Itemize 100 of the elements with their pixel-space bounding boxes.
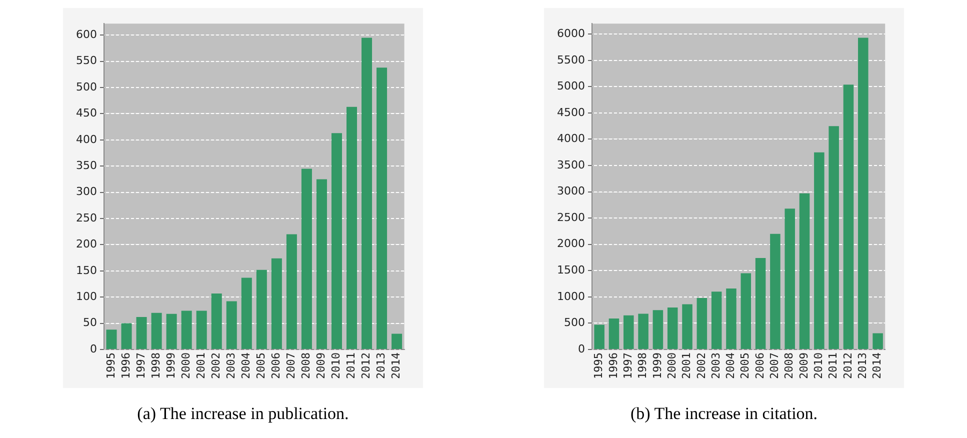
- bar: [226, 301, 237, 350]
- x-tick-label: 2009: [314, 352, 328, 380]
- bar: [106, 330, 117, 350]
- bar: [638, 314, 648, 350]
- x-tick-label: 2010: [330, 352, 343, 380]
- bar: [682, 304, 692, 350]
- bar: [196, 310, 207, 350]
- y-tick-label: 3000: [556, 184, 585, 198]
- bar: [843, 84, 854, 350]
- bar: [770, 234, 780, 350]
- x-tick-label: 2004: [240, 352, 253, 380]
- x-tick-label: 1997: [134, 352, 148, 380]
- bar: [624, 315, 634, 350]
- bar: [211, 293, 222, 350]
- y-tick-label: 450: [76, 106, 97, 120]
- x-tick-label: 2010: [812, 352, 826, 380]
- x-tick-label: 1997: [621, 352, 634, 380]
- x-tick-label: 1995: [592, 352, 606, 380]
- bar: [331, 133, 342, 350]
- y-tick-label: 600: [76, 28, 97, 41]
- bar: [828, 126, 839, 350]
- bar: [608, 318, 620, 350]
- x-tick-label: 2002: [694, 352, 708, 380]
- bar: [316, 179, 327, 350]
- y-tick-label: 5000: [556, 80, 585, 93]
- bar: [784, 208, 795, 350]
- x-tick-label: 2004: [724, 352, 738, 380]
- bar: [696, 298, 708, 350]
- bar: [872, 333, 883, 350]
- x-tick-label: 2005: [254, 352, 268, 380]
- y-tick-label: 6000: [556, 26, 585, 40]
- x-tick-label: 2000: [665, 352, 678, 380]
- x-tick-label: 2006: [753, 352, 766, 380]
- x-tick-label: 2012: [841, 352, 854, 380]
- bar: [362, 38, 372, 350]
- bar: [740, 273, 752, 350]
- bar: [286, 234, 297, 350]
- bar: [594, 324, 604, 350]
- x-tick-label: 1995: [104, 352, 118, 380]
- bar: [726, 288, 736, 350]
- x-tick-label: 2013: [374, 352, 388, 380]
- y-tick-label: 500: [76, 80, 97, 94]
- x-tick-label: 2002: [209, 352, 222, 380]
- x-tick-label: 1999: [650, 352, 664, 380]
- x-tick-label: 2000: [179, 352, 192, 380]
- x-tick-label: 2001: [680, 352, 694, 380]
- x-tick-label: 1996: [606, 352, 620, 380]
- y-tick-label: 300: [76, 185, 97, 198]
- x-tick-label: 2009: [797, 352, 810, 380]
- y-tick-label: 1000: [556, 290, 585, 303]
- y-tick-label: 500: [564, 316, 585, 330]
- x-tick-label: 1999: [164, 352, 178, 380]
- y-tick-label: 5500: [556, 53, 585, 66]
- bar: [814, 152, 824, 350]
- y-tick-label: 1500: [556, 264, 585, 277]
- bar: [301, 168, 312, 350]
- x-tick-label: 2003: [709, 352, 722, 380]
- x-tick-label: 1998: [636, 352, 650, 380]
- bar: [799, 193, 810, 350]
- y-tick-label: 2500: [556, 210, 585, 224]
- y-tick-label: 250: [76, 211, 97, 224]
- y-tick-label: 150: [76, 264, 97, 277]
- x-tick-label: 2003: [224, 352, 238, 380]
- x-tick-label: 2013: [856, 352, 870, 380]
- x-tick-label: 2008: [300, 352, 313, 380]
- x-tick-label: 2014: [870, 352, 884, 380]
- y-tick-label: 4500: [556, 106, 585, 119]
- y-tick-label: 50: [82, 316, 97, 330]
- y-tick-label: 400: [76, 132, 97, 146]
- x-tick-label: 1998: [149, 352, 162, 380]
- bar: [121, 323, 132, 350]
- bar: [858, 38, 868, 350]
- x-tick-label: 1996: [119, 352, 132, 380]
- bar: [652, 310, 664, 350]
- y-tick-label: 200: [76, 238, 97, 251]
- x-tick-label: 2001: [194, 352, 208, 380]
- bar: [711, 292, 722, 350]
- bar: [256, 270, 267, 350]
- x-tick-label: 2012: [360, 352, 373, 380]
- bar: [136, 317, 147, 350]
- y-tick-label: 4000: [556, 132, 585, 146]
- y-tick-label: 100: [76, 290, 97, 303]
- x-tick-label: 2007: [768, 352, 782, 380]
- bar: [181, 310, 192, 350]
- x-tick-label: 2011: [826, 352, 840, 380]
- x-tick-label: 2006: [270, 352, 283, 380]
- y-tick-label: 2000: [556, 237, 585, 250]
- bar: [755, 258, 766, 350]
- y-tick-label: 0: [578, 342, 585, 356]
- bar: [392, 334, 402, 350]
- bar: [151, 312, 162, 350]
- y-tick-label: 550: [76, 54, 97, 68]
- text: (a) The increase in publication.: [137, 404, 349, 424]
- x-tick-label: 2008: [782, 352, 796, 380]
- y-tick-label: 3500: [556, 158, 585, 172]
- text: (b) The increase in citation.: [630, 404, 818, 424]
- x-tick-label: 2007: [284, 352, 298, 380]
- x-tick-label: 2005: [738, 352, 752, 380]
- y-tick-label: 350: [76, 158, 97, 172]
- y-tick-label: 0: [90, 342, 97, 356]
